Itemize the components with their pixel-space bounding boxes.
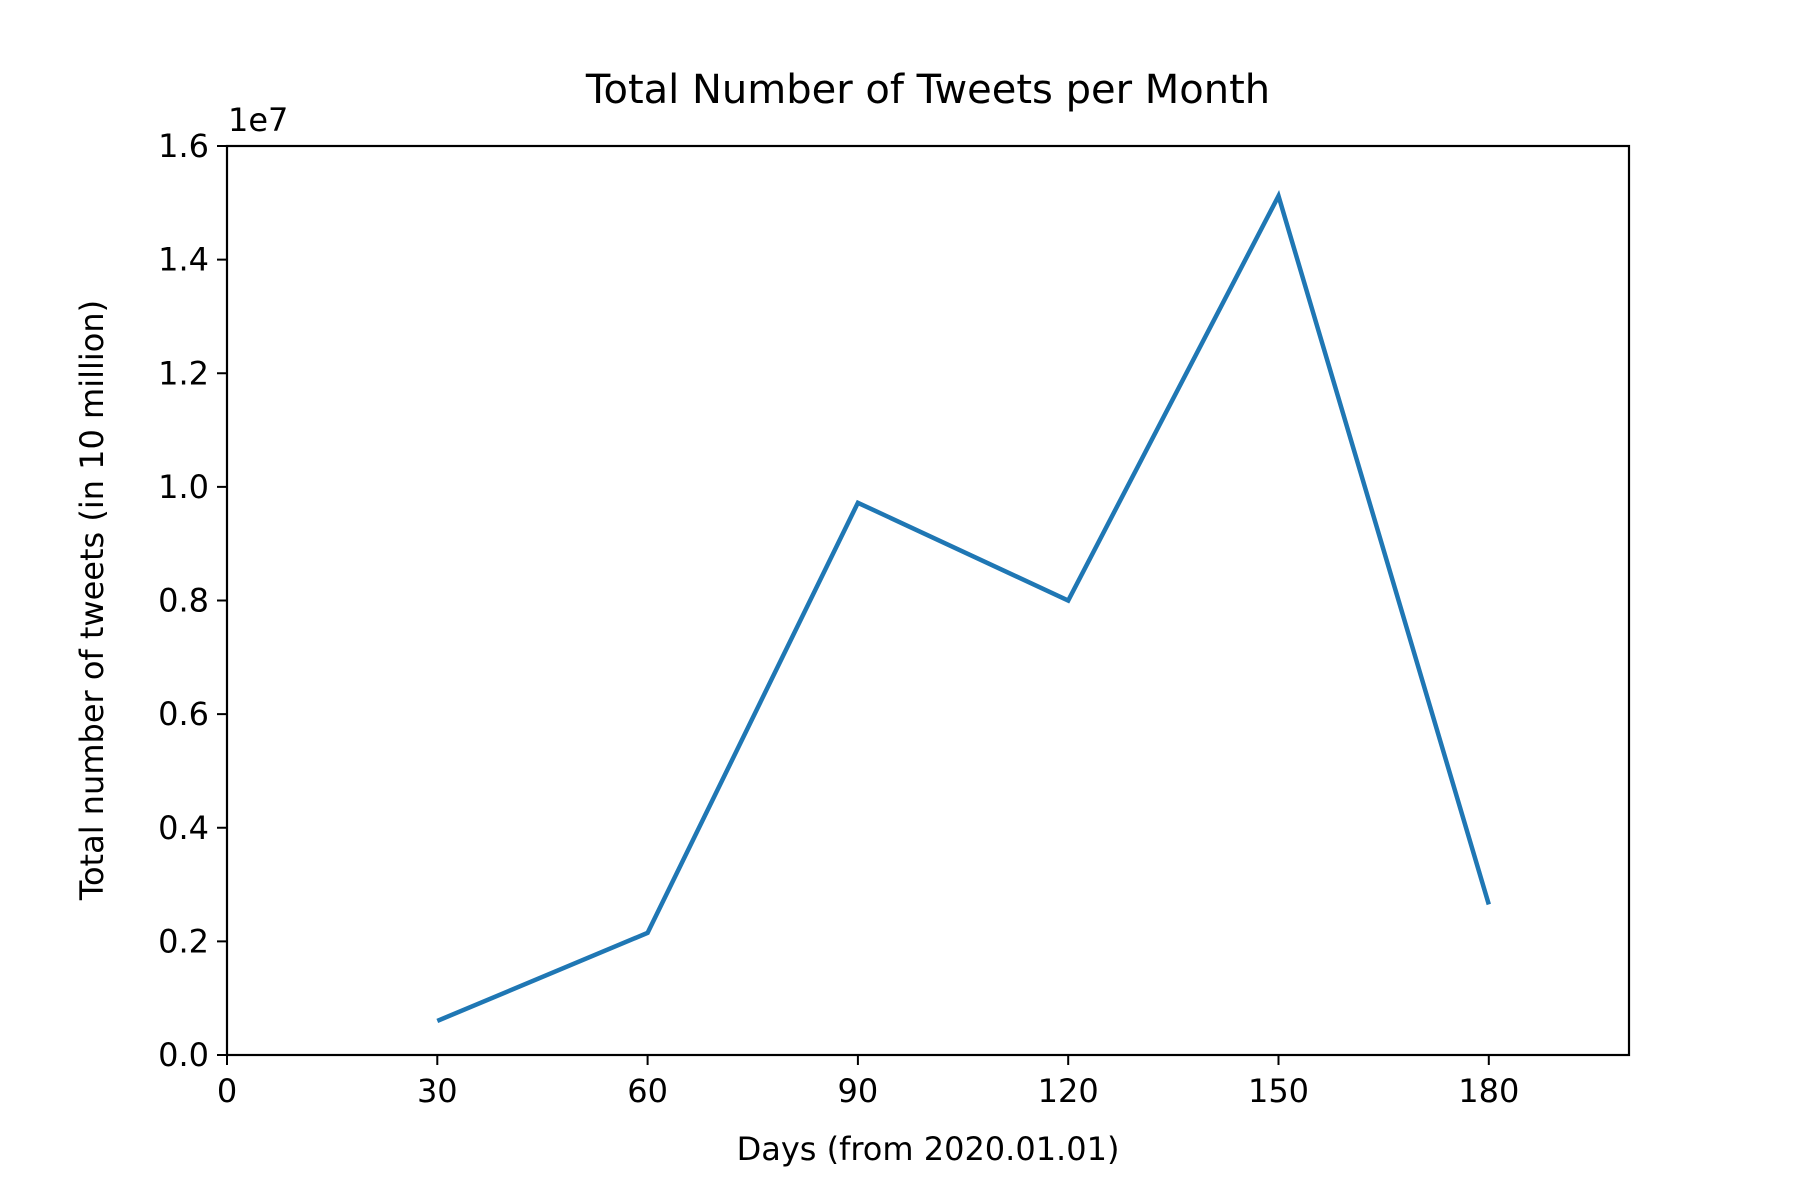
y-tick-label: 0.2 [158, 922, 209, 960]
x-tick-label: 120 [1038, 1072, 1099, 1110]
ticks-layer: 0 30 60 90 120 150 180 0.0 0.2 0.4 0.6 0.8 1.0 1.2 1.4… [158, 127, 1519, 1110]
y-tick-label: 1.4 [158, 241, 209, 279]
y-axis-label: Total number of tweets (in 10 million) [73, 300, 111, 901]
x-tick-label: 90 [838, 1072, 879, 1110]
y-tick-label: 0.8 [158, 582, 209, 620]
x-tick-label: 30 [417, 1072, 458, 1110]
y-tick-label: 0.6 [158, 695, 209, 733]
y-tick-label: 0.4 [158, 809, 209, 847]
series-line [436, 190, 1491, 1023]
chart-title: Total Number of Tweets per Month [585, 67, 1270, 113]
y-tick-label: 1.0 [158, 468, 209, 506]
plot-area-frame [225, 144, 1631, 1057]
x-tick-label: 150 [1248, 1072, 1309, 1110]
y-tick-label: 1.2 [158, 354, 209, 392]
series-layer [436, 190, 1491, 1023]
x-tick-label: 60 [627, 1072, 668, 1110]
x-tick-label: 180 [1458, 1072, 1519, 1110]
x-tick-label: 0 [217, 1072, 237, 1110]
y-axis-offset-label: 1e7 [228, 101, 288, 139]
y-tick-label: 1.6 [158, 127, 209, 165]
y-tick-label: 0.0 [158, 1036, 209, 1074]
x-axis-label: Days (from 2020.01.01) [737, 1130, 1120, 1168]
